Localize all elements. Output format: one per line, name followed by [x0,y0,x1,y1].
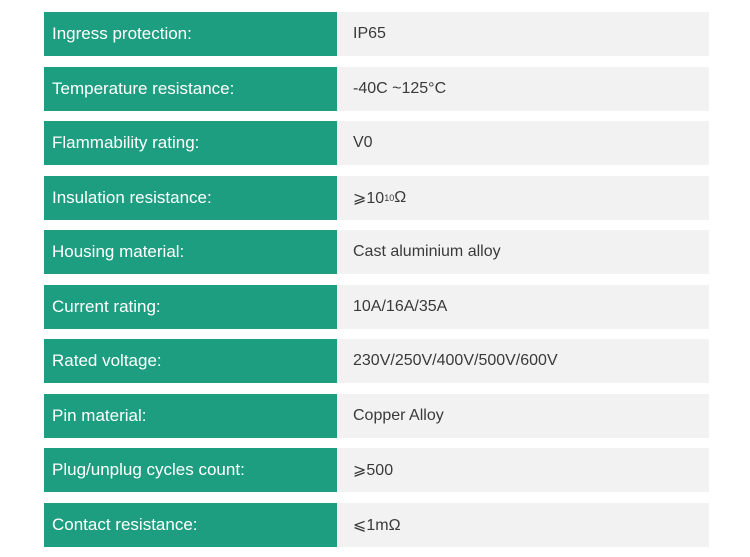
spec-table: Ingress protection: IP65 Temperature res… [44,12,709,557]
spec-value: -40C ~125°C [337,66,709,111]
spec-row-insulation-resistance: Insulation resistance: ⩾10 10 Ω [44,175,709,220]
spec-label: Flammability rating: [44,121,337,165]
spec-row-ingress-protection: Ingress protection: IP65 [44,12,709,56]
spec-label: Rated voltage: [44,339,337,383]
spec-label: Current rating: [44,284,337,329]
spec-value: ⩽1mΩ [337,502,709,547]
spec-row-pin-material: Pin material: Copper Alloy [44,393,709,438]
spec-value: IP65 [337,12,709,56]
spec-label: Contact resistance: [44,502,337,547]
spec-value-unit: Ω [394,188,407,206]
spec-row-plug-unplug-cycles: Plug/unplug cycles count: ⩾500 [44,448,709,492]
spec-label: Insulation resistance: [44,175,337,220]
spec-label: Ingress protection: [44,12,337,56]
spec-value: ⩾10 10 Ω [337,175,709,220]
spec-value: ⩾500 [337,448,709,492]
spec-label: Temperature resistance: [44,66,337,111]
spec-value: 230V/250V/400V/500V/600V [337,339,709,383]
spec-value: Cast aluminium alloy [337,230,709,274]
spec-row-housing-material: Housing material: Cast aluminium alloy [44,230,709,274]
spec-label: Pin material: [44,393,337,438]
spec-label: Plug/unplug cycles count: [44,448,337,492]
spec-value-prefix: ⩾10 [353,189,385,207]
spec-value: 10A/16A/35A [337,284,709,329]
spec-row-contact-resistance: Contact resistance: ⩽1mΩ [44,502,709,547]
spec-row-rated-voltage: Rated voltage: 230V/250V/400V/500V/600V [44,339,709,383]
spec-row-current-rating: Current rating: 10A/16A/35A [44,284,709,329]
spec-value: Copper Alloy [337,393,709,438]
spec-row-temperature-resistance: Temperature resistance: -40C ~125°C [44,66,709,111]
spec-row-flammability-rating: Flammability rating: V0 [44,121,709,165]
spec-value: V0 [337,121,709,165]
spec-label: Housing material: [44,230,337,274]
